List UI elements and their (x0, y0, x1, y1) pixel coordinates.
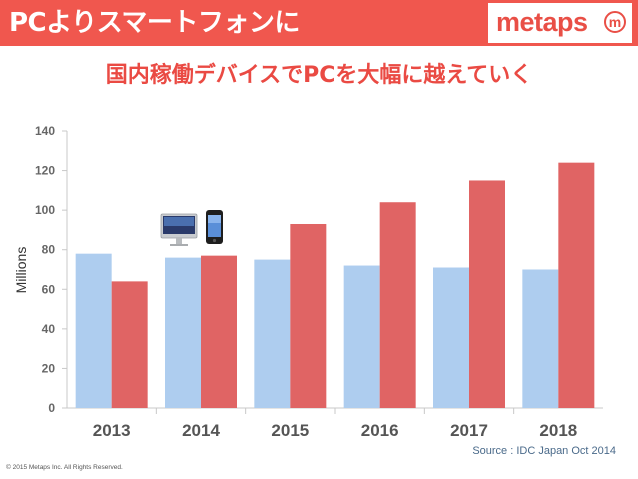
bar-2014-series2 (201, 255, 237, 408)
smartphone-icon (206, 210, 223, 244)
copyright-note: © 2015 Metaps Inc. All Rights Reserved. (6, 464, 123, 471)
y-tick-label: 60 (42, 282, 56, 296)
x-tick-label: 2017 (450, 421, 488, 440)
bar-2013-series2 (111, 281, 148, 408)
y-tick-label: 0 (48, 401, 55, 415)
metaps-logo: metaps m (488, 3, 632, 43)
bar-2014-series1 (165, 257, 201, 408)
bar-2015-series1 (254, 259, 291, 408)
x-tick-label: 2016 (361, 421, 399, 440)
y-axis-label: Millions (13, 247, 29, 294)
bar-2018-series2 (558, 162, 595, 408)
y-tick-label: 120 (35, 164, 55, 178)
bar-2015-series2 (290, 223, 327, 408)
x-tick-label: 2015 (271, 421, 309, 440)
y-tick-label: 80 (42, 243, 56, 257)
y-tick-label: 100 (35, 203, 55, 217)
x-tick-label: 2013 (93, 421, 131, 440)
bar-2018-series1 (522, 269, 559, 408)
bar-2016-series2 (379, 202, 416, 408)
bar-2013-series1 (75, 253, 112, 408)
y-tick-label: 40 (42, 322, 56, 336)
chart-title: 国内稼働デバイスでPCを大幅に越えていく (105, 63, 533, 88)
header-bar: PCよりスマートフォンに metaps m (0, 0, 638, 46)
logo-mark-icon: m (604, 11, 626, 33)
source-note: Source : IDC Japan Oct 2014 (472, 445, 616, 457)
logo-text: metaps (496, 7, 588, 37)
bar-2017-series1 (433, 267, 469, 408)
y-tick-label: 20 (42, 361, 56, 375)
page-title: PCよりスマートフォンに (9, 8, 300, 38)
x-tick-label: 2018 (539, 421, 577, 440)
bar-2017-series2 (469, 180, 505, 408)
y-tick-label: 140 (35, 124, 55, 138)
x-tick-label: 2014 (182, 421, 220, 440)
desktop-computer-icon (160, 213, 198, 246)
bar-2016-series1 (343, 265, 380, 408)
